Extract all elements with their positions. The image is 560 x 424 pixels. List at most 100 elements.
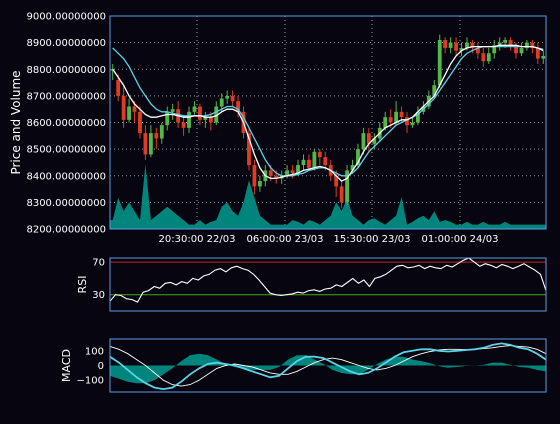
rsi-ytick-label: 30 [92, 290, 105, 301]
candle-body [503, 39, 508, 43]
candle-body [138, 111, 142, 134]
candle-body [290, 170, 295, 174]
candle-body [437, 39, 442, 86]
candle-body [274, 175, 279, 179]
candle-body [143, 133, 148, 155]
candle-body [535, 47, 540, 59]
candle-body [454, 42, 458, 51]
candle-body [219, 98, 224, 107]
candle-body [317, 151, 322, 158]
candle-body [301, 159, 306, 166]
macd-ytick-label: −100 [77, 376, 104, 387]
candle-body [257, 181, 262, 187]
candle-body [481, 53, 486, 62]
price-ytick-label: 8400.00000000 [26, 171, 106, 182]
candle-body [361, 133, 366, 150]
candle-body [252, 165, 257, 187]
macd-ytick-label: 0 [98, 361, 104, 372]
macd-frame [109, 338, 547, 393]
macd-ytick-label: 100 [85, 346, 104, 357]
candle-body [236, 101, 240, 112]
price-xtick-label: 01:00:00 24/03 [422, 234, 499, 245]
candle-body [285, 170, 290, 176]
candle-body [350, 165, 355, 171]
candle-body [399, 111, 404, 118]
price-ytick-label: 8500.00000000 [26, 145, 106, 156]
candle-body [165, 111, 170, 126]
candle-body [148, 133, 153, 155]
candle-body [345, 170, 349, 203]
rsi-line [109, 257, 547, 303]
candle-body [525, 42, 529, 48]
price-ylabel: Price and Volume [9, 70, 23, 174]
price-ytick-label: 8300.00000000 [26, 198, 106, 209]
candle-body [388, 117, 393, 123]
candle-body [187, 111, 191, 128]
candle-body [181, 122, 186, 128]
candle-body [497, 42, 502, 46]
candle-body [416, 111, 420, 123]
candle-body [132, 106, 137, 112]
macd-line [109, 342, 547, 391]
macd-ylabel: MACD [60, 349, 73, 382]
candle-body [312, 151, 317, 168]
price-ytick-label: 8900.00000000 [26, 38, 106, 49]
candle-body [475, 47, 480, 54]
candle-body [230, 95, 235, 102]
macd-panel: 100 0 −100 MACD [60, 338, 547, 393]
candle-body [459, 47, 464, 51]
candle-body [247, 133, 251, 166]
candle-body [214, 106, 219, 123]
candle-body [116, 79, 121, 96]
candle-body [225, 95, 230, 99]
volume-area [110, 164, 546, 229]
candle-body [405, 117, 409, 126]
price-ytick-label: 8200.00000000 [26, 225, 106, 236]
candle-body [334, 175, 339, 187]
candle-body [508, 39, 513, 46]
candle-body [198, 106, 202, 120]
candle-body [514, 45, 518, 54]
candle-body [170, 109, 175, 112]
candle-body [323, 157, 328, 166]
price-frame [109, 15, 547, 230]
candle-body [443, 39, 448, 48]
candle-body [366, 133, 371, 144]
candle-body [486, 53, 491, 62]
candle-body [268, 170, 273, 176]
candle-body [492, 45, 497, 54]
candle-body [394, 111, 399, 123]
price-xtick-label: 15:30:00 23/03 [334, 234, 411, 245]
price-ytick-label: 8800.00000000 [26, 65, 106, 76]
candle-body [203, 117, 208, 120]
candle-body [339, 186, 344, 203]
candle-body [127, 106, 131, 120]
candle-body [121, 95, 126, 120]
price-ytick-label: 9000.00000000 [26, 12, 106, 23]
rsi-ylabel: RSI [76, 276, 89, 294]
candle-body [530, 42, 535, 48]
candle-body [208, 117, 213, 123]
price-ytick-label: 8600.00000000 [26, 118, 106, 129]
price-xtick-label: 20:30:00 22/03 [159, 234, 236, 245]
ma-fast-line [112, 44, 544, 182]
price-xtick-label: 06:00:00 23/03 [247, 234, 324, 245]
candle-body [307, 159, 311, 168]
candle-body [192, 106, 197, 112]
candle-body [296, 165, 300, 174]
candle-body [383, 117, 388, 128]
candle-body [154, 133, 159, 139]
candle-body [541, 55, 546, 59]
candle-body [448, 42, 453, 48]
candle-body [356, 149, 360, 166]
candle-body [465, 42, 469, 48]
rsi-ytick-label: 70 [92, 258, 105, 269]
rsi-frame [109, 257, 547, 312]
price-ytick-label: 8700.00000000 [26, 91, 106, 102]
candle-body [470, 42, 475, 48]
macd-histogram-area [110, 353, 546, 384]
candle-body [159, 125, 164, 139]
